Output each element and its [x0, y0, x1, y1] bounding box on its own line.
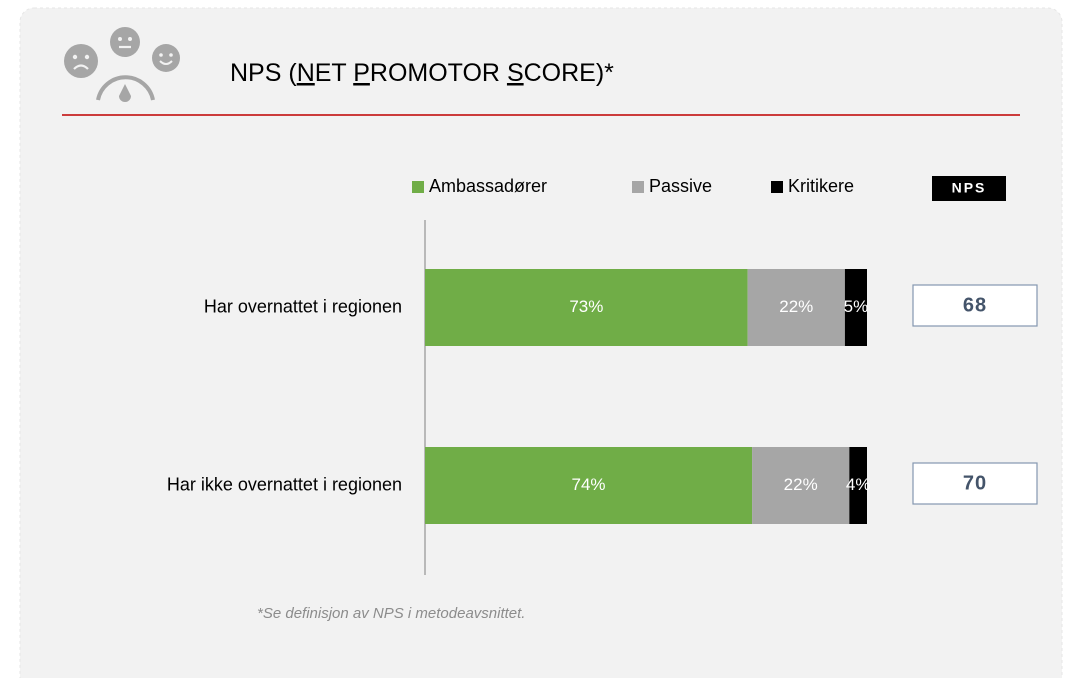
- legend-label: Kritikere: [788, 176, 854, 196]
- category-label: Har overnattet i regionen: [204, 296, 402, 316]
- legend-swatch: [632, 181, 644, 193]
- nps-icon: [64, 27, 180, 102]
- bar-segment: [747, 269, 845, 346]
- bar-segment: [752, 447, 850, 524]
- footnote: *Se definisjon av NPS i metodeavsnittet.: [257, 605, 525, 622]
- nps-value: 70: [963, 472, 987, 494]
- legend-label: Ambassadører: [429, 176, 547, 196]
- legend-swatch: [771, 181, 783, 193]
- nps-box: [912, 284, 1038, 327]
- bar-segment: [425, 269, 748, 346]
- nps-header: NPS: [952, 180, 987, 196]
- legend-label: Passive: [649, 176, 712, 196]
- nps-header-box: [932, 176, 1006, 201]
- data-label: 22%: [779, 297, 813, 316]
- chart-title: NPS (NET PROMOTOR SCORE)*: [230, 59, 614, 87]
- data-label: 5%: [844, 297, 869, 316]
- category-label: Har ikke overnattet i regionen: [167, 474, 402, 494]
- nps-value: 68: [963, 294, 987, 316]
- data-label: 22%: [784, 475, 818, 494]
- legend-swatch: [412, 181, 424, 193]
- data-label: 74%: [572, 475, 606, 494]
- data-label: 73%: [569, 297, 603, 316]
- data-label: 4%: [846, 475, 871, 494]
- bar-segment: [844, 269, 867, 346]
- bar-segment: [849, 447, 867, 524]
- nps-box: [912, 462, 1038, 505]
- bar-segment: [425, 447, 753, 524]
